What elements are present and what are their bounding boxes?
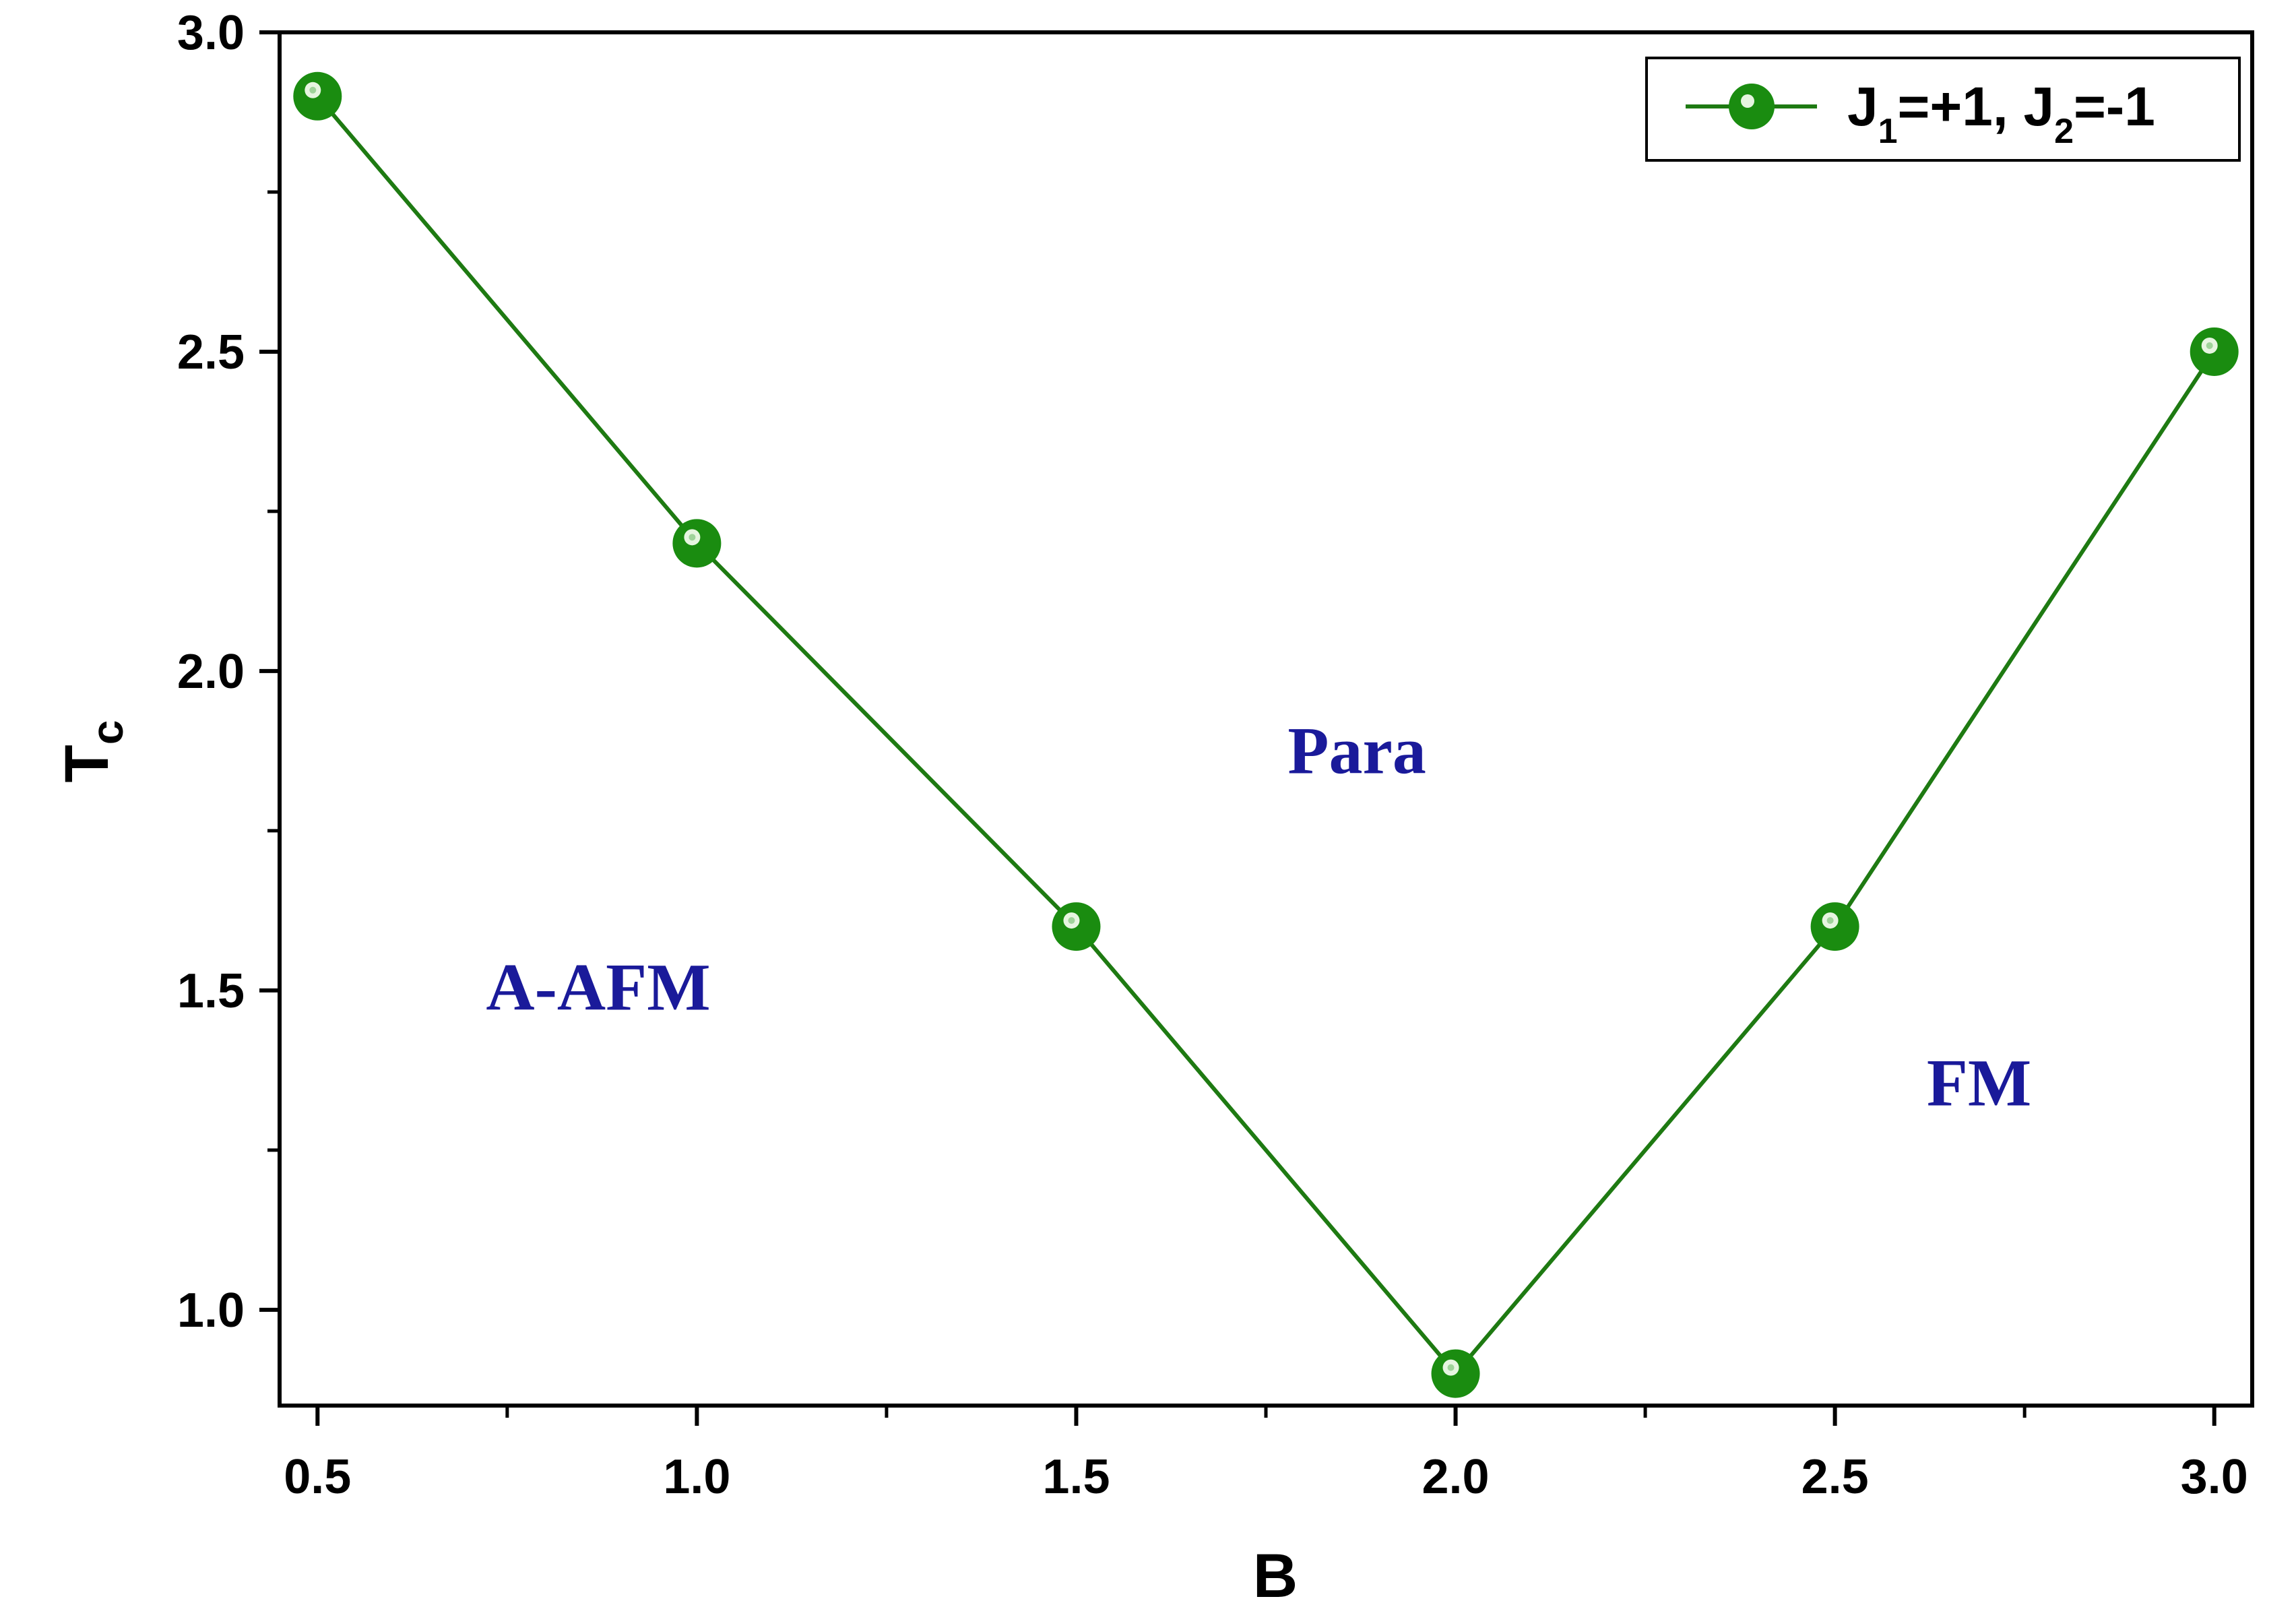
- y-tick-label: 2.0: [177, 645, 245, 699]
- plot-frame: [278, 30, 2254, 1408]
- y-axis-title-main: T: [53, 745, 121, 782]
- y-axis-title-sub: c: [82, 720, 132, 745]
- minor-ticks: [267, 190, 2027, 1418]
- region-label: A-AFM: [486, 949, 710, 1024]
- data-point-highlight-core: [689, 534, 696, 541]
- series-line: [316, 94, 2217, 1377]
- x-tick-label: 1.0: [663, 1450, 730, 1504]
- x-tick-label: 0.5: [284, 1450, 351, 1504]
- y-tick-label: 1.5: [177, 964, 245, 1018]
- y-tick-label: 3.0: [177, 6, 245, 60]
- x-tick-label: 3.0: [2181, 1450, 2248, 1504]
- data-point-highlight-core: [309, 86, 317, 94]
- data-point-highlight-core: [1826, 917, 1834, 924]
- data-point-highlight-core: [1447, 1364, 1455, 1371]
- region-labels: A-AFM Para FM: [486, 714, 2031, 1121]
- legend-label-j1-sub: 1: [1878, 112, 1898, 151]
- x-tick-label: 2.0: [1422, 1450, 1489, 1504]
- series-markers: [293, 71, 2239, 1398]
- legend-label: J1=+1, J2=-1: [1847, 76, 2155, 151]
- legend: J1=+1, J2=-1: [1645, 57, 2241, 162]
- x-tick-label: 1.5: [1042, 1450, 1110, 1504]
- data-point-highlight-core: [2206, 342, 2213, 349]
- y-tick-label: 2.5: [177, 325, 245, 379]
- legend-label-end: =-1: [2074, 76, 2155, 137]
- legend-label-j1: J: [1847, 76, 1878, 137]
- y-axis-title: Tc: [53, 720, 132, 783]
- region-label: Para: [1287, 714, 1426, 788]
- major-ticks: [259, 30, 2217, 1426]
- legend-marker-highlight: [1741, 94, 1754, 108]
- x-tick-label: 2.5: [1801, 1450, 1869, 1504]
- x-axis-title: B: [1253, 1542, 1298, 1603]
- y-tick-label: 1.0: [177, 1284, 245, 1338]
- tick-labels: 0.5 1.0 1.5 2.0 2.5 3.0 1.0 1.5 2.0 2.5 3.0: [177, 6, 2248, 1504]
- region-label: FM: [1927, 1045, 2031, 1120]
- legend-label-j2-sub: 2: [2054, 112, 2074, 151]
- data-point-highlight-core: [1068, 917, 1075, 924]
- legend-label-mid: =+1, J: [1898, 76, 2055, 137]
